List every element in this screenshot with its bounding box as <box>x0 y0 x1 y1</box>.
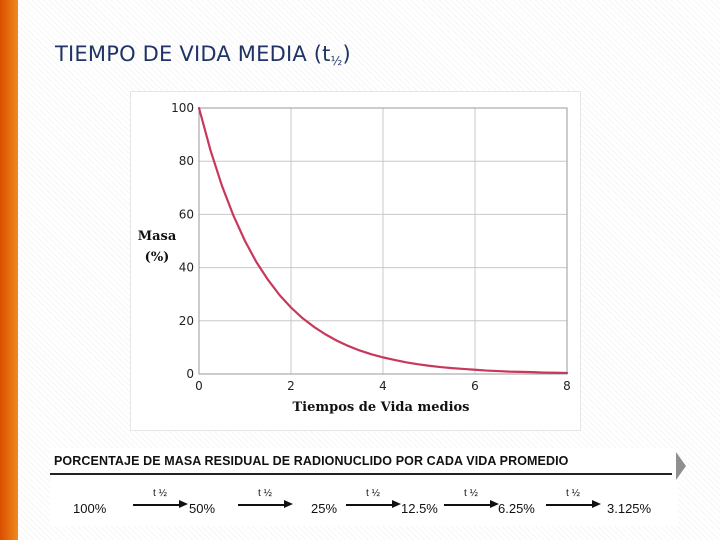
arrow-head-icon <box>392 500 401 508</box>
step-value-3: 25% <box>311 501 338 516</box>
arrow-shaft-1 <box>133 504 181 506</box>
arrow-head-icon <box>490 500 499 508</box>
arrow-shaft-2 <box>238 504 286 506</box>
half-life-arrow-4: t ½ <box>444 488 499 510</box>
step-value-4: 12.5% <box>401 501 438 516</box>
x-tick-label-0: 0 <box>195 379 203 393</box>
step-value-5: 6.25% <box>498 501 535 516</box>
decay-table: PORCENTAJE DE MASA RESIDUAL DE RADIONUCL… <box>50 448 678 526</box>
half-life-arrow-5: t ½ <box>546 488 601 510</box>
plot-frame <box>198 107 568 375</box>
y-tick-label-60: 60 <box>179 207 194 221</box>
half-life-label-4: t ½ <box>464 488 478 499</box>
y-axis-label-line2: (%) <box>145 250 170 265</box>
y-tick-label-0: 0 <box>186 367 194 381</box>
decay-curve-1 <box>197 106 569 375</box>
half-life-arrow-3: t ½ <box>346 488 401 510</box>
step-value-2: 50% <box>189 501 216 516</box>
x-tick-label-4: 4 <box>379 379 387 393</box>
y-tick-label-40: 40 <box>179 261 194 275</box>
half-life-arrow-1: t ½ <box>133 488 188 510</box>
decay-chart: 0 2 4 6 8 0 20 40 60 80 100 Masa (%) Tiempos de Vi… <box>131 92 580 430</box>
table-divider <box>50 473 672 475</box>
arrow-head-icon <box>284 500 293 508</box>
x-tick-label-6: 6 <box>471 379 479 393</box>
half-life-arrow-2: t ½ <box>238 488 293 510</box>
x-tick-label-2: 2 <box>287 379 295 393</box>
half-life-label-5: t ½ <box>566 488 580 499</box>
half-life-label-3: t ½ <box>366 488 380 499</box>
slide-title-end: ) <box>342 42 351 66</box>
x-axis-label: Tiempos de Vida medios <box>292 400 469 415</box>
half-life-label-1: t ½ <box>153 488 167 499</box>
y-tick-label-80: 80 <box>179 154 194 168</box>
arrow-shaft-4 <box>444 504 492 506</box>
arrow-head-icon <box>592 500 601 508</box>
slide-title-main: TIEMPO DE VIDA MEDIA (t <box>55 42 331 66</box>
y-axis-label-line1: Masa <box>138 229 177 244</box>
arrow-head-icon <box>179 500 188 508</box>
slide-title-subscript: ½ <box>330 54 343 68</box>
y-tick-label-100: 100 <box>171 101 194 115</box>
y-tick-label-20: 20 <box>179 314 194 328</box>
half-life-label-2: t ½ <box>258 488 272 499</box>
table-heading: PORCENTAJE DE MASA RESIDUAL DE RADIONUCL… <box>54 454 569 468</box>
arrow-shaft-3 <box>346 504 394 506</box>
x-tick-label-8: 8 <box>563 379 571 393</box>
step-value-1: 100% <box>73 501 107 516</box>
arrow-shaft-5 <box>546 504 594 506</box>
accent-bar <box>0 0 18 540</box>
step-value-6: 3.125% <box>607 501 652 516</box>
next-slide-arrow-icon[interactable] <box>676 452 686 480</box>
slide-title: TIEMPO DE VIDA MEDIA (t½) <box>55 42 351 68</box>
